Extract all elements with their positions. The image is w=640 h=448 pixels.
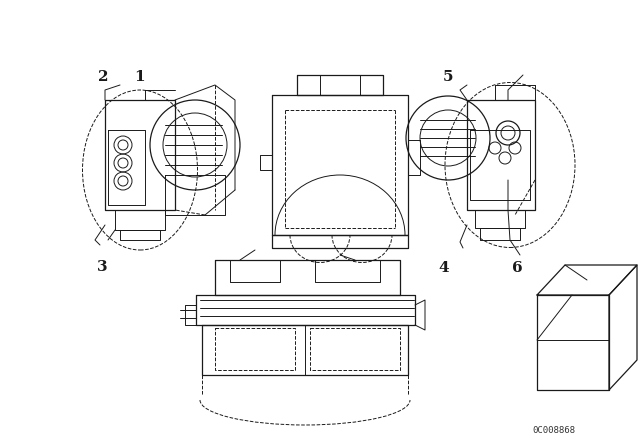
Text: 5: 5 bbox=[443, 70, 453, 84]
Text: 2: 2 bbox=[98, 70, 108, 84]
Text: 3: 3 bbox=[97, 260, 108, 274]
Text: 6: 6 bbox=[512, 261, 522, 275]
Text: 1: 1 bbox=[134, 70, 145, 84]
Text: 4: 4 bbox=[438, 261, 449, 275]
Text: 0C008868: 0C008868 bbox=[532, 426, 575, 435]
